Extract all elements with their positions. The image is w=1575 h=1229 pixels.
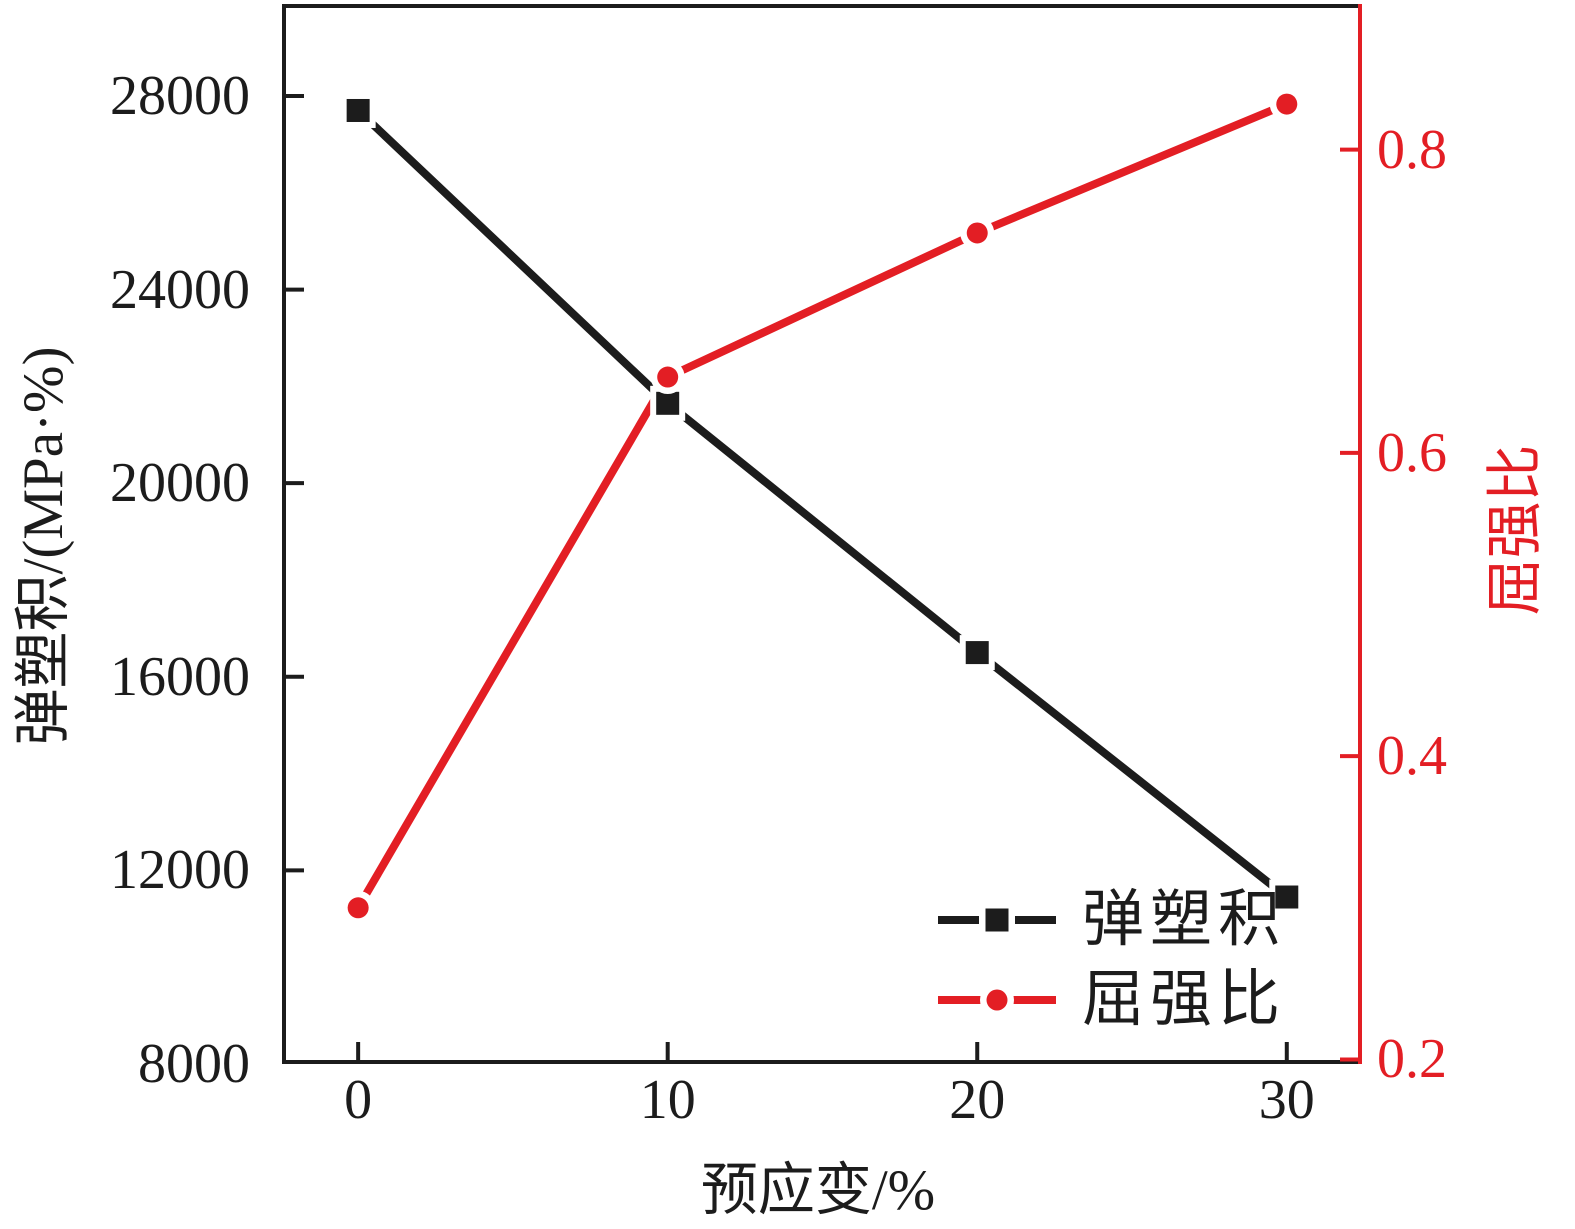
x-axis-tick-label: 10 — [639, 1069, 696, 1131]
series-line-2 — [354, 100, 1289, 910]
right-axis-tick-label: 0.6 — [1377, 421, 1447, 484]
left-axis-tick-label: 12000 — [110, 839, 250, 902]
left-axis-tick-label: 16000 — [110, 645, 250, 708]
circle-marker — [966, 222, 988, 244]
square-marker — [1275, 885, 1299, 909]
right-axis-tick-label: 0.2 — [1377, 1028, 1447, 1091]
legend-item-series-2: 屈强比 — [938, 960, 1286, 1040]
plot-canvas — [282, 4, 1362, 1064]
x-axis-tick-label: 20 — [949, 1069, 1006, 1131]
circle-marker — [1276, 93, 1298, 115]
legend-label-series-2: 屈强比 — [1082, 966, 1287, 1034]
legend-line-circle-marker-icon — [938, 983, 1056, 1017]
left-axis-tick-label: 28000 — [110, 64, 250, 127]
series-line-1 — [355, 107, 1290, 901]
legend: 弹塑积 屈强比 — [938, 880, 1286, 1040]
square-marker — [346, 98, 370, 122]
x-axis-tick-label: 0 — [344, 1069, 373, 1131]
right-axis-title: 屈强比 — [1484, 444, 1547, 616]
square-marker — [965, 641, 989, 665]
legend-label-series-1: 弹塑积 — [1082, 886, 1287, 954]
legend-line-square-marker-icon — [938, 902, 1056, 938]
x-axis-tick-label: 30 — [1258, 1069, 1315, 1131]
left-axis-tick-label: 20000 — [110, 452, 250, 515]
x-axis-title: 预应变/% — [700, 1159, 936, 1222]
legend-item-series-1: 弹塑积 — [938, 880, 1286, 960]
right-axis-tick-label: 0.4 — [1377, 725, 1447, 788]
square-marker — [656, 391, 680, 415]
right-axis-tick-label: 0.8 — [1377, 118, 1447, 181]
left-axis-tick-label: 8000 — [138, 1033, 250, 1095]
circle-marker — [657, 366, 679, 388]
left-axis-tick-label: 24000 — [110, 258, 250, 321]
circle-marker — [347, 897, 369, 919]
plot-area — [282, 4, 1362, 1064]
